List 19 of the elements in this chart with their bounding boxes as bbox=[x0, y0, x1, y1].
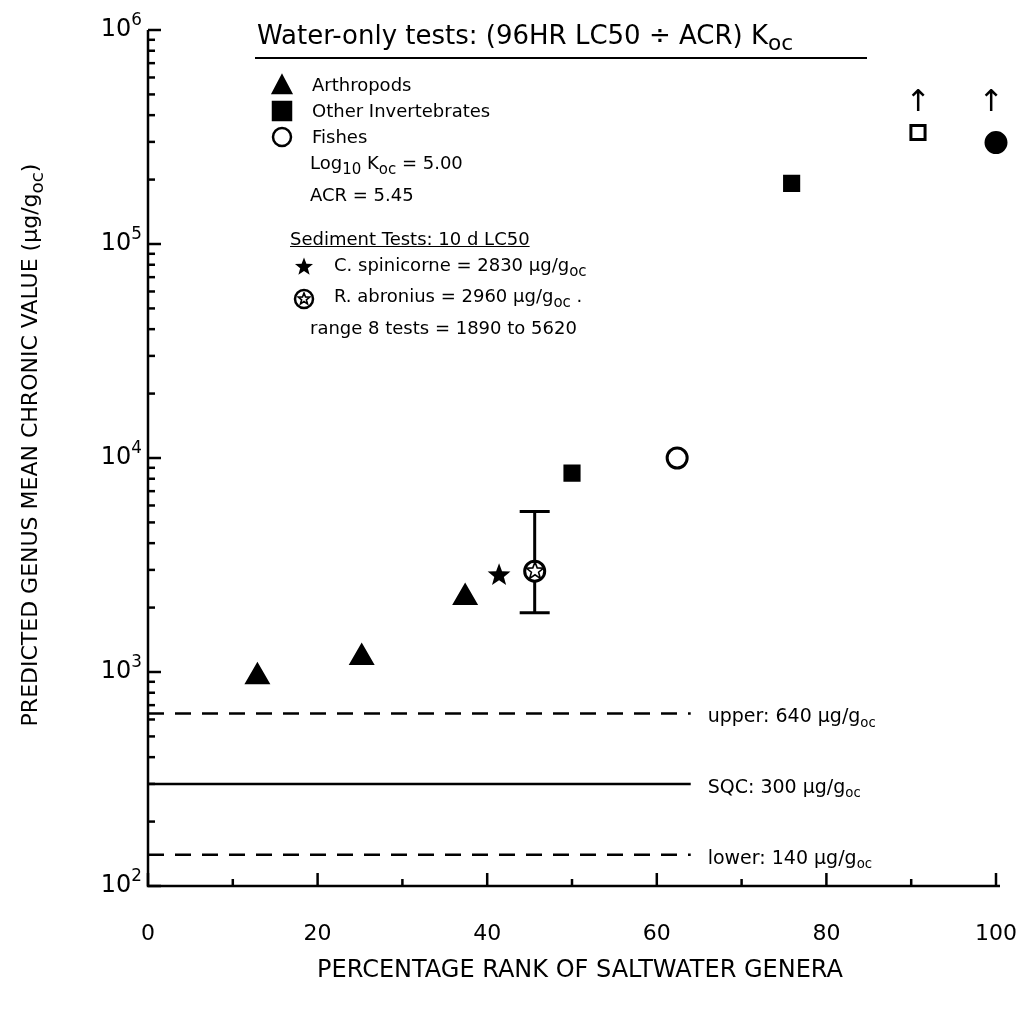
legend-label: R. abronius = 2960 µg/g$_{oc}$ . bbox=[334, 284, 583, 313]
legend-label: Arthropods bbox=[312, 73, 412, 97]
annotation: range 8 tests = 1890 to 5620 bbox=[309, 315, 578, 340]
chart-title: Water-only tests: (96HR LC50 ÷ ACR) K$_{oc}$ bbox=[255, 20, 867, 60]
legend-label: Fishes bbox=[312, 125, 368, 149]
annotation: Log$_{10}$ K$_{oc}$ = 5.00 bbox=[309, 151, 464, 180]
legend-label: Other Invertebrates bbox=[312, 99, 491, 123]
legend-label: C. spinicorne = 2830 µg/g$_{oc}$ bbox=[334, 252, 587, 282]
x-axis-title: PERCENTAGE RANK OF SALTWATER GENERA bbox=[317, 955, 843, 983]
x-tick-label: 100 bbox=[975, 919, 1017, 945]
annotation: ↑ bbox=[905, 82, 931, 118]
annotation: ACR = 5.45 bbox=[309, 182, 415, 207]
annotation: Sediment Tests: 10 d LC50 bbox=[289, 226, 531, 251]
annotation: ↑ bbox=[978, 82, 1004, 118]
x-tick-label: 40 bbox=[473, 919, 502, 945]
x-tick-label: 20 bbox=[303, 919, 332, 945]
x-tick-label: 80 bbox=[812, 919, 841, 945]
x-tick-label: 0 bbox=[141, 919, 155, 945]
x-tick-label: 60 bbox=[642, 919, 671, 945]
